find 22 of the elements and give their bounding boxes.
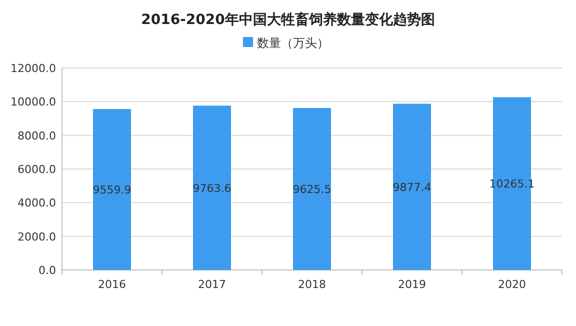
y-tick-label: 2000.0 [18, 230, 56, 244]
legend-label: 数量（万头） [257, 36, 329, 50]
x-tick-label: 2020 [498, 278, 526, 291]
bar [193, 106, 231, 270]
bar [293, 108, 331, 270]
data-label: 9559.9 [92, 184, 132, 197]
x-tick-label: 2018 [298, 278, 326, 291]
bar [393, 104, 431, 270]
data-label: 9763.6 [192, 182, 232, 195]
data-label: 9625.5 [292, 182, 332, 196]
x-tick-label: 2016 [98, 278, 126, 291]
y-tick-label: 4000.0 [18, 196, 56, 210]
x-tick-label: 2019 [398, 278, 426, 291]
y-tick-label: 10000.0 [10, 96, 56, 109]
data-label: 9877.4 [392, 180, 432, 194]
y-tick-label: 0.0 [38, 264, 56, 277]
y-tick-label: 6000.0 [18, 163, 56, 176]
x-tick-label: 2017 [198, 278, 226, 291]
chart-title: 2016-2020年中国大牲畜饲养数量变化趋势图 [141, 11, 435, 28]
y-tick-label: 12000.0 [10, 62, 56, 75]
bar [93, 109, 131, 270]
y-tick-label: 8000.0 [18, 129, 56, 142]
